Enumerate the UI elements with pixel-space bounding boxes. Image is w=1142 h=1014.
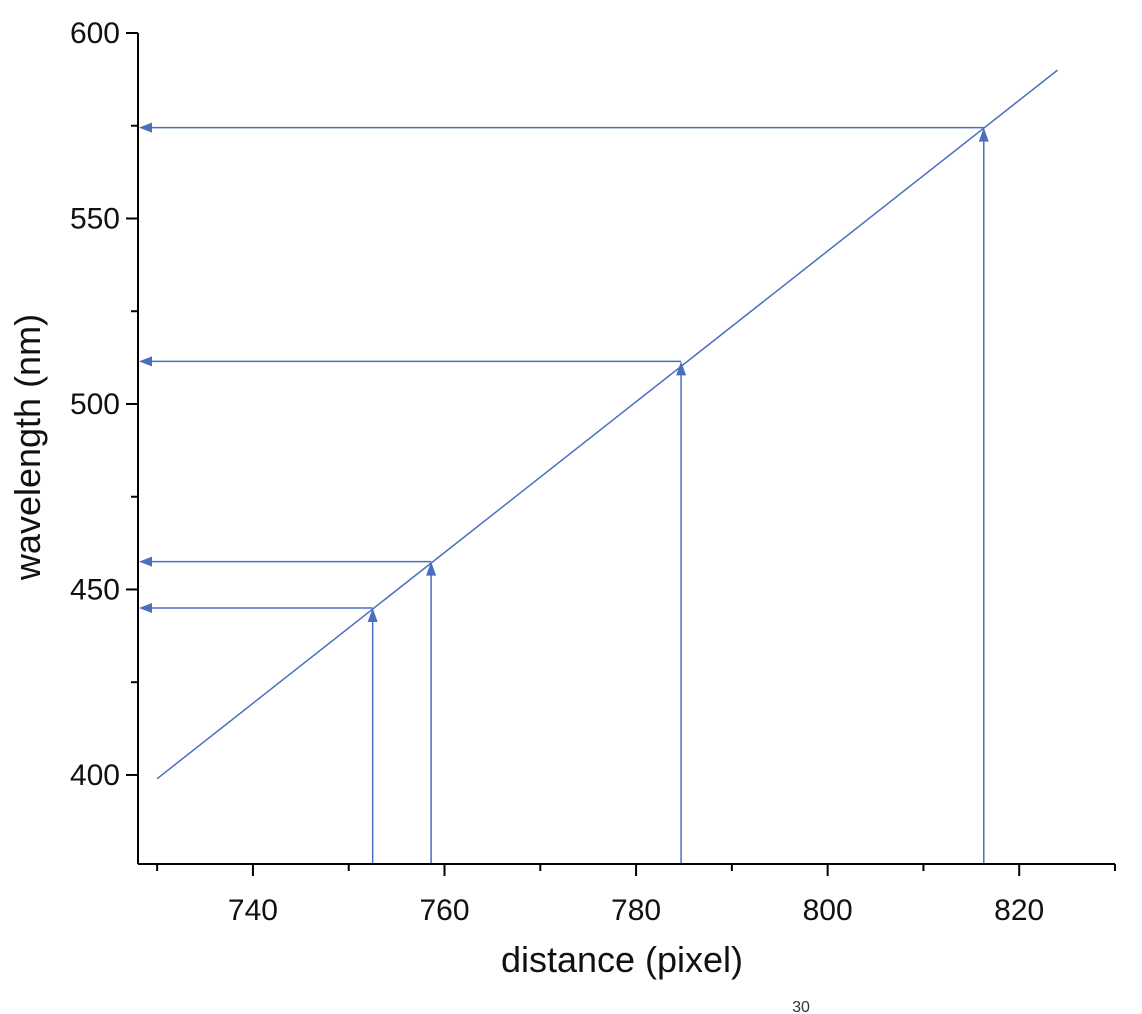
y-tick-label: 600 xyxy=(70,17,120,50)
x-tick-label: 820 xyxy=(994,894,1044,927)
horizontal-arrowhead xyxy=(139,356,152,367)
x-tick-label: 740 xyxy=(228,894,278,927)
horizontal-arrowhead xyxy=(139,122,152,133)
x-tick-label: 780 xyxy=(611,894,661,927)
calibration-line xyxy=(156,69,1058,780)
vertical-arrowhead xyxy=(426,561,437,576)
vertical-arrowhead xyxy=(676,361,687,376)
x-tick-label: 800 xyxy=(803,894,853,927)
y-tick-label: 450 xyxy=(70,573,120,606)
y-tick-label: 500 xyxy=(70,388,120,421)
x-tick-label: 760 xyxy=(419,894,469,927)
y-tick-label: 400 xyxy=(70,759,120,792)
vertical-arrowhead xyxy=(978,127,989,142)
vertical-arrowhead xyxy=(367,608,378,623)
axes: 740 760 780 800 820 400 450 500 550 600 xyxy=(70,17,1116,927)
horizontal-arrowhead xyxy=(139,556,152,567)
x-axis-title: distance (pixel) xyxy=(501,939,743,980)
page-number: 30 xyxy=(792,999,810,1014)
horizontal-arrowhead xyxy=(139,603,152,614)
y-tick-label: 550 xyxy=(70,202,120,235)
y-axis-title: wavelength (nm) xyxy=(7,314,48,581)
annotation-layer xyxy=(139,122,989,864)
